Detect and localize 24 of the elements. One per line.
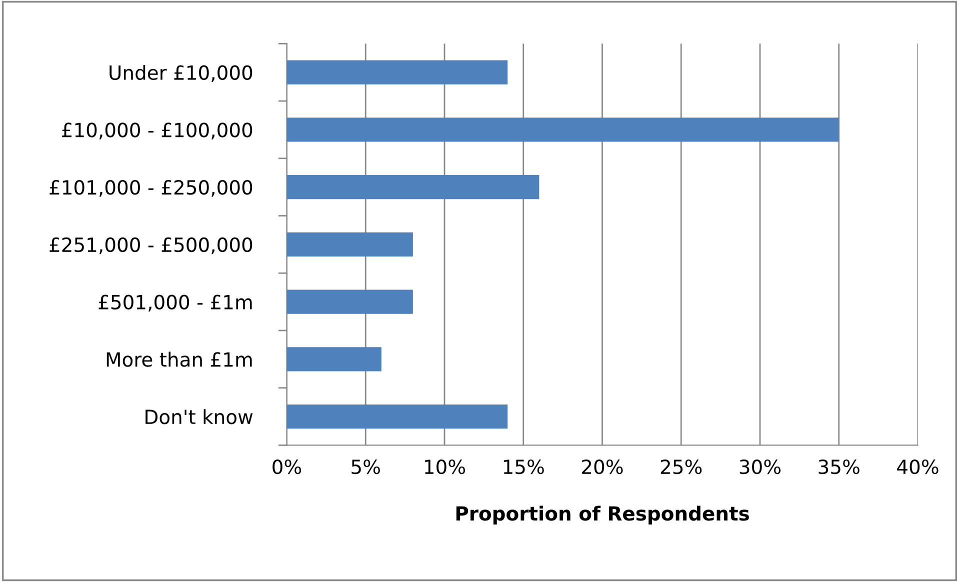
bar — [286, 60, 508, 84]
x-tick-label: 5% — [352, 459, 380, 474]
bar — [286, 404, 508, 429]
bar — [286, 347, 382, 372]
x-tick-label: 10% — [425, 459, 466, 474]
y-tick-label: Under £10,000 — [110, 64, 252, 82]
x-axis-title: Proportion of Respondents — [456, 506, 749, 525]
x-tick-label: 35% — [818, 459, 860, 474]
y-tick-label: More than £1m — [106, 352, 252, 367]
bar — [286, 175, 540, 200]
x-tick-label: 15% — [504, 459, 544, 474]
y-tick-label: Don't know — [146, 409, 253, 424]
x-tick-label: 40% — [897, 459, 938, 474]
x-tick-label: 0% — [272, 459, 302, 474]
y-tick-label: £501,000 - £1m — [98, 294, 252, 312]
x-tick-label: 25% — [660, 459, 702, 474]
x-tick-label: 30% — [740, 459, 781, 474]
bar — [286, 232, 413, 256]
bar — [286, 118, 839, 142]
y-tick-label: £101,000 - £250,000 — [50, 180, 252, 197]
bar — [286, 290, 413, 314]
y-tick-label: £251,000 - £500,000 — [50, 237, 252, 254]
y-tick-label: £10,000 - £100,000 — [62, 122, 252, 140]
x-tick-label: 20% — [582, 459, 623, 474]
